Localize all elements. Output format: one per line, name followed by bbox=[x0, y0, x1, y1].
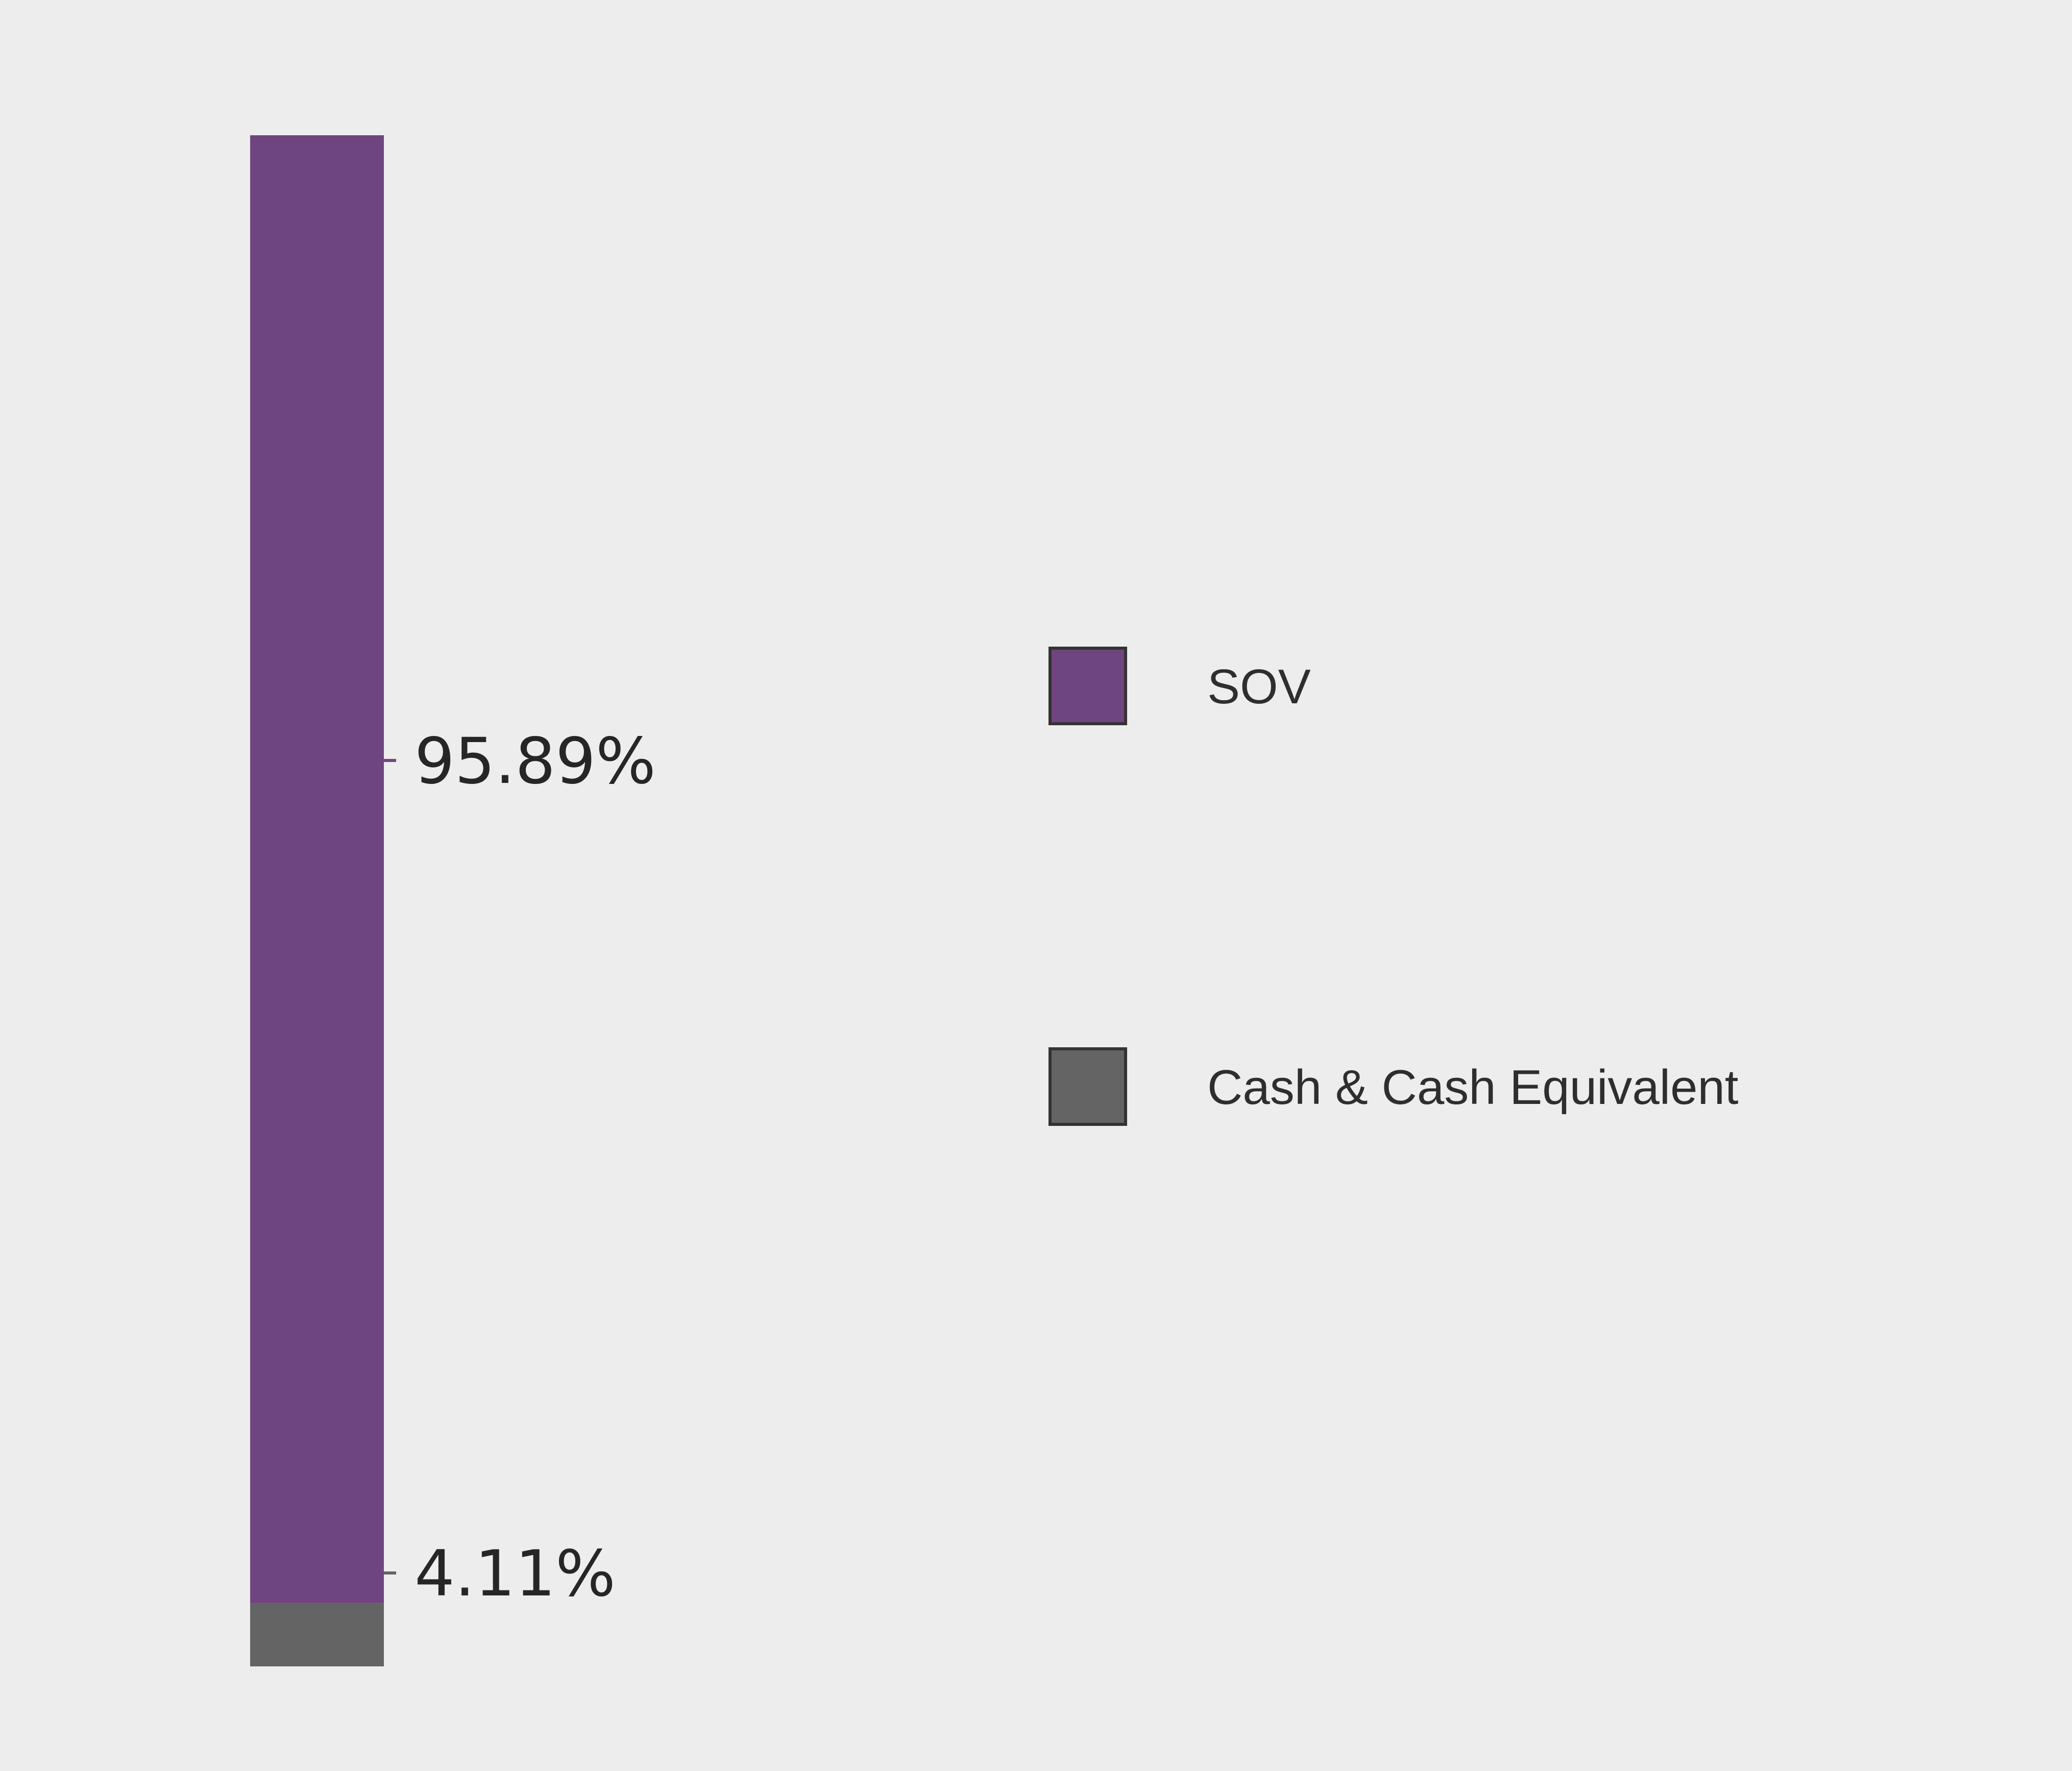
data-label-sov: 95.89% bbox=[415, 725, 656, 798]
bar-segment-cash-cash-equivalent bbox=[250, 1603, 384, 1666]
legend-swatch-sov bbox=[1049, 647, 1127, 725]
legend: SOV Cash & Cash Equivalent bbox=[1049, 647, 1739, 1126]
bar-segment-sov bbox=[250, 135, 384, 1604]
data-label-cash-cash-equivalent: 4.11% bbox=[415, 1537, 616, 1611]
legend-label-cash-cash-equivalent: Cash & Cash Equivalent bbox=[1207, 1060, 1739, 1115]
data-labels: 95.89% 4.11% bbox=[384, 725, 656, 1611]
legend-swatch-cash-cash-equivalent bbox=[1049, 1047, 1127, 1126]
legend-label-sov: SOV bbox=[1207, 659, 1311, 714]
stacked-bar bbox=[250, 135, 384, 1666]
